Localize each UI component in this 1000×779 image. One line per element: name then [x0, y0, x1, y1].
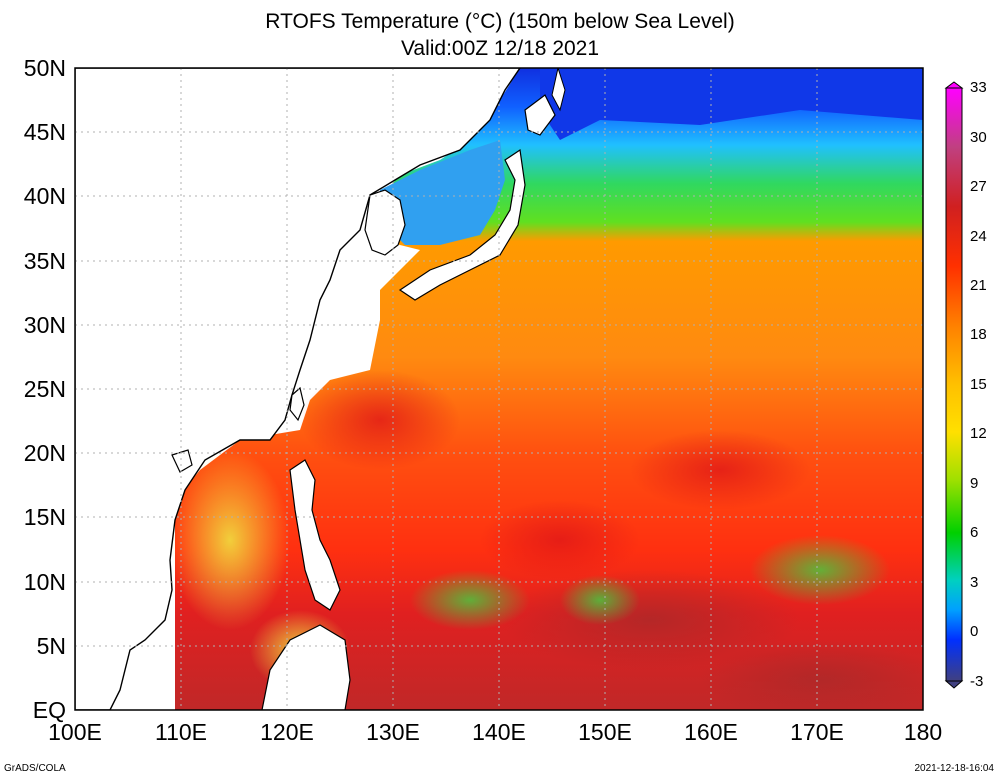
software-credit: GrADS/COLA: [4, 763, 66, 774]
lat-label-25n: 25N: [23, 376, 66, 402]
colorbar-label-9: 9: [970, 475, 979, 492]
lon-label-130e: 130E: [366, 719, 420, 745]
lon-label-150e: 150E: [578, 719, 632, 745]
colorbar-label-18: 18: [970, 326, 987, 343]
colorbar-label-24: 24: [970, 228, 987, 245]
generation-timestamp: 2021-12-18-16:04: [914, 763, 994, 774]
ocean-temperature-field: [75, 68, 923, 710]
colorbar-label-0: 0: [970, 623, 979, 640]
lon-label-140e: 140E: [472, 719, 526, 745]
colorbar-label-30: 30: [970, 129, 987, 146]
map-subtitle-valid-time: Valid:00Z 12/18 2021: [400, 37, 600, 60]
lat-label-45n: 45N: [23, 119, 66, 145]
lon-label-180: 180: [903, 719, 943, 745]
lat-label-eq: EQ: [32, 697, 66, 723]
lat-label-50n: 50N: [23, 55, 66, 81]
lon-label-160e: 160E: [684, 719, 738, 745]
map-frame: [74, 67, 924, 711]
colorbar-label-15: 15: [970, 376, 987, 393]
colorbar: [944, 81, 964, 689]
lat-label-5n: 5N: [36, 633, 66, 659]
lat-label-10n: 10N: [23, 569, 66, 595]
colorbar-label-21: 21: [970, 277, 987, 294]
colorbar-label-12: 12: [970, 425, 987, 442]
map-gridlines: [75, 68, 923, 710]
lat-label-30n: 30N: [23, 312, 66, 338]
lon-label-100e: 100E: [48, 719, 102, 745]
colorbar-label-27: 27: [970, 178, 987, 195]
lon-label-110e: 110E: [154, 719, 207, 745]
map-title: RTOFS Temperature (°C) (150m below Sea L…: [265, 10, 735, 33]
colorbar-label-33: 33: [970, 79, 987, 96]
lon-label-170e: 170E: [790, 719, 844, 745]
lat-label-40n: 40N: [23, 183, 66, 209]
lat-label-15n: 15N: [23, 504, 66, 530]
colorbar-label-6: 6: [970, 524, 979, 541]
lat-label-35n: 35N: [23, 248, 66, 274]
lat-label-20n: 20N: [23, 440, 66, 466]
lon-label-120e: 120E: [260, 719, 314, 745]
colorbar-label-3: 3: [970, 574, 979, 591]
colorbar-label-neg3: -3: [970, 673, 984, 690]
